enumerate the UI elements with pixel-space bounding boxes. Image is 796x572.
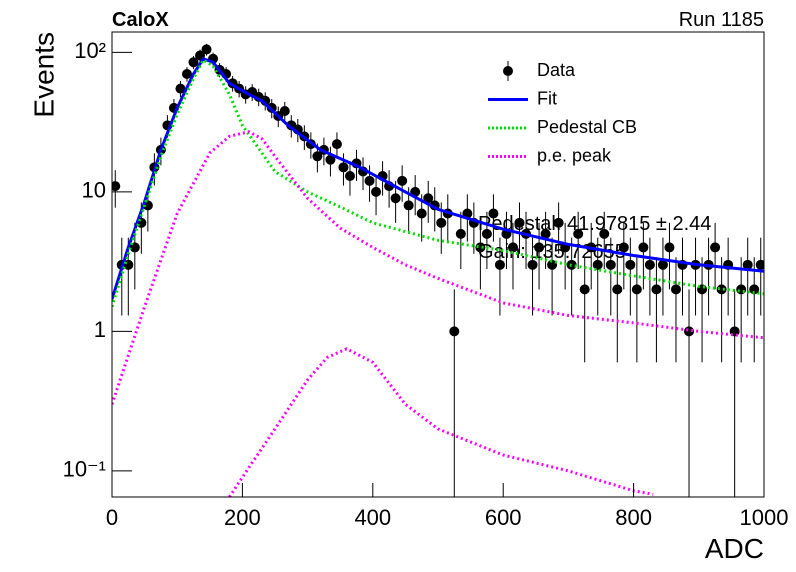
- data-point: [181, 68, 192, 79]
- data-point: [344, 170, 355, 181]
- legend: Data Fit Pedestal CB p.e. peak: [488, 60, 637, 165]
- x-tick-label: 0: [106, 505, 118, 530]
- x-tick-label: 1000: [740, 505, 789, 530]
- data-point: [755, 259, 764, 270]
- data-point: [742, 259, 753, 270]
- data-point: [514, 217, 525, 228]
- data-point: [579, 284, 590, 295]
- fit-curve: [228, 347, 654, 497]
- plot-area: [112, 43, 764, 497]
- data-point: [547, 259, 558, 270]
- data-point: [631, 284, 642, 295]
- legend-marker: [503, 66, 513, 76]
- data-point: [188, 57, 199, 68]
- data-point: [488, 208, 499, 219]
- run-label: Run 1185: [679, 9, 764, 31]
- data-point: [397, 175, 408, 186]
- y-axis-label: Events: [28, 32, 59, 118]
- data-point: [507, 242, 518, 253]
- y-tick-label: 10⁻¹: [63, 457, 106, 482]
- y-tick-label: 1: [94, 317, 106, 342]
- data-point: [625, 259, 636, 270]
- annotation: Pedestal: 41.97815 ± 2.44: [478, 213, 711, 235]
- data-point: [605, 259, 616, 270]
- data-point: [449, 326, 460, 337]
- data-point: [534, 242, 545, 253]
- data-point: [455, 228, 466, 239]
- data-point: [527, 259, 538, 270]
- data-point: [749, 284, 760, 295]
- data-point: [592, 259, 603, 270]
- data-point: [612, 284, 623, 295]
- data-point: [644, 259, 655, 270]
- data-point: [279, 106, 290, 117]
- frame: [111, 31, 765, 498]
- data-point: [312, 151, 323, 162]
- fit-curve: [112, 58, 764, 308]
- data-point: [638, 242, 649, 253]
- data-point: [112, 181, 121, 192]
- data-point: [436, 217, 447, 228]
- data-point: [338, 162, 349, 173]
- data-point: [710, 242, 721, 253]
- x-tick-label: 400: [354, 505, 391, 530]
- data-point: [553, 217, 564, 228]
- legend-label: Fit: [537, 88, 557, 108]
- data-point: [403, 200, 414, 211]
- chart-title: CaloX: [112, 9, 169, 31]
- data-point: [670, 284, 681, 295]
- x-tick-label: 600: [485, 505, 522, 530]
- data-point: [390, 193, 401, 204]
- data-point: [716, 284, 727, 295]
- data-point: [736, 284, 747, 295]
- data-point: [364, 175, 375, 186]
- data-point: [475, 242, 486, 253]
- x-axis-label: ADC: [705, 533, 764, 564]
- fit-curve: [112, 57, 764, 300]
- data-point: [423, 193, 434, 204]
- data-point: [573, 228, 584, 239]
- data-point: [618, 242, 629, 253]
- data-point: [651, 284, 662, 295]
- data-point: [175, 83, 186, 94]
- data-point: [416, 208, 427, 219]
- x-tick-label: 200: [224, 505, 261, 530]
- data-point: [664, 242, 675, 253]
- data-point: [481, 228, 492, 239]
- data-point: [540, 228, 551, 239]
- data-point: [371, 186, 382, 197]
- y-tick-label: 10²: [74, 38, 106, 63]
- y-tick-label: 10: [82, 178, 106, 203]
- data-point: [331, 139, 342, 150]
- legend-label: Pedestal CB: [537, 117, 637, 137]
- axes: 0 200 400 600 800 1000 10⁻¹ 1 10 10²: [63, 38, 789, 530]
- data-point: [201, 44, 212, 55]
- x-tick-label: 800: [615, 505, 652, 530]
- legend-label: Data: [537, 60, 576, 80]
- legend-label: p.e. peak: [537, 145, 612, 165]
- data-point: [325, 154, 336, 165]
- data-point: [494, 259, 505, 270]
- data-point: [599, 228, 610, 239]
- data-point: [657, 259, 668, 270]
